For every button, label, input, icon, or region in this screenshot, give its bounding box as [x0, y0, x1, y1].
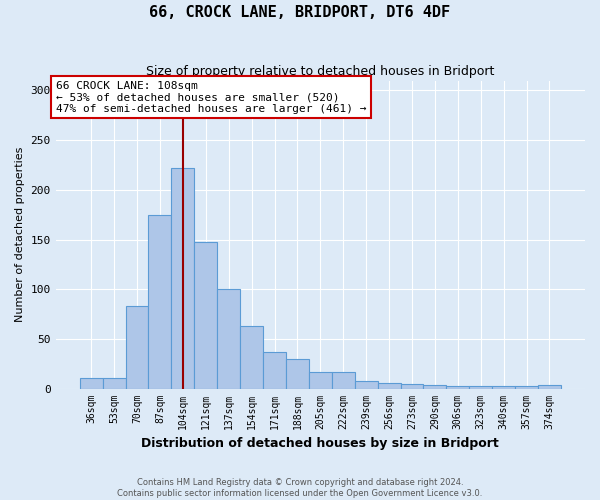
Bar — [286, 358, 309, 388]
Text: 66 CROCK LANE: 108sqm
← 53% of detached houses are smaller (520)
47% of semi-det: 66 CROCK LANE: 108sqm ← 53% of detached … — [56, 80, 366, 114]
X-axis label: Distribution of detached houses by size in Bridport: Distribution of detached houses by size … — [142, 437, 499, 450]
Bar — [80, 378, 103, 388]
Y-axis label: Number of detached properties: Number of detached properties — [15, 147, 25, 322]
Bar — [377, 382, 401, 388]
Text: Contains HM Land Registry data © Crown copyright and database right 2024.
Contai: Contains HM Land Registry data © Crown c… — [118, 478, 482, 498]
Bar — [401, 384, 424, 388]
Bar — [332, 372, 355, 388]
Bar — [240, 326, 263, 388]
Title: Size of property relative to detached houses in Bridport: Size of property relative to detached ho… — [146, 65, 494, 78]
Bar — [125, 306, 148, 388]
Bar — [492, 386, 515, 388]
Bar — [355, 380, 377, 388]
Bar — [446, 386, 469, 388]
Bar — [103, 378, 125, 388]
Bar — [217, 289, 240, 388]
Bar — [309, 372, 332, 388]
Text: 66, CROCK LANE, BRIDPORT, DT6 4DF: 66, CROCK LANE, BRIDPORT, DT6 4DF — [149, 5, 451, 20]
Bar — [148, 214, 172, 388]
Bar — [538, 384, 561, 388]
Bar — [469, 386, 492, 388]
Bar — [424, 384, 446, 388]
Bar — [194, 242, 217, 388]
Bar — [515, 386, 538, 388]
Bar — [172, 168, 194, 388]
Bar — [263, 352, 286, 389]
